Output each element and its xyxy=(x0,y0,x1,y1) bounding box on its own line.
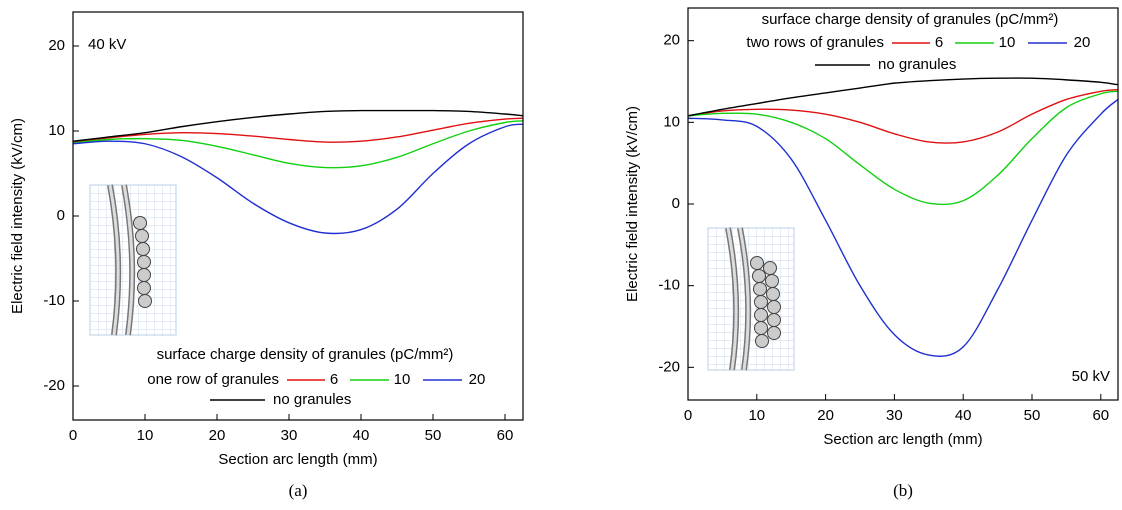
x-tick-label: 60 xyxy=(1092,407,1109,424)
series-line xyxy=(688,90,1118,206)
y-tick-label: 20 xyxy=(663,32,680,49)
x-tick-label: 10 xyxy=(137,427,154,444)
series-line xyxy=(73,117,523,143)
caption: (a) xyxy=(289,481,308,500)
legend-label: 6 xyxy=(330,371,338,388)
legend-title: surface charge density of granules (pC/m… xyxy=(157,346,454,363)
series-line xyxy=(688,98,1118,357)
x-tick-label: 60 xyxy=(497,427,514,444)
y-tick-label: -10 xyxy=(43,292,65,309)
caption: (b) xyxy=(893,481,913,500)
x-tick-label: 50 xyxy=(1024,407,1041,424)
annotation: 50 kV xyxy=(1072,368,1110,385)
y-axis-label: Electric field intensity (kV/cm) xyxy=(624,106,641,302)
series-line xyxy=(688,88,1118,144)
x-tick-label: 20 xyxy=(209,427,226,444)
x-tick-label: 0 xyxy=(684,407,692,424)
legend-group-label: one row of granules xyxy=(147,371,279,388)
plot-area xyxy=(688,77,1118,357)
x-tick-label: 0 xyxy=(69,427,77,444)
annotation: 40 kV xyxy=(88,36,126,53)
y-tick-label: 10 xyxy=(48,122,65,139)
inset-diagram xyxy=(707,227,795,371)
x-tick-label: 20 xyxy=(817,407,834,424)
legend-label: 20 xyxy=(469,371,486,388)
legend-title: surface charge density of granules (pC/m… xyxy=(762,11,1059,28)
legend-label: 10 xyxy=(999,34,1016,51)
legend-label: no granules xyxy=(273,391,351,408)
legend-label: 6 xyxy=(935,34,943,51)
y-tick-label: -10 xyxy=(658,277,680,294)
y-tick-label: -20 xyxy=(43,377,65,394)
legend-label: 20 xyxy=(1074,34,1091,51)
x-tick-label: 30 xyxy=(281,427,298,444)
legend-group-label: two rows of granules xyxy=(746,34,884,51)
y-axis-label: Electric field intensity (kV/cm) xyxy=(9,118,26,314)
series-line xyxy=(73,123,523,235)
legend-label: no granules xyxy=(878,56,956,73)
y-tick-label: 0 xyxy=(57,207,65,224)
x-tick-label: 50 xyxy=(425,427,442,444)
x-tick-label: 40 xyxy=(955,407,972,424)
y-tick-label: -20 xyxy=(658,358,680,375)
x-axis-label: Section arc length (mm) xyxy=(823,431,982,448)
series-line xyxy=(73,120,523,169)
plot-frame xyxy=(72,11,524,421)
plot-area xyxy=(73,109,523,235)
x-tick-label: 10 xyxy=(748,407,765,424)
plot-frame xyxy=(687,7,1119,401)
x-tick-label: 30 xyxy=(886,407,903,424)
x-axis-label: Section arc length (mm) xyxy=(218,451,377,468)
series-line xyxy=(73,109,523,142)
inset-diagram xyxy=(89,184,177,336)
legend-label: 10 xyxy=(394,371,411,388)
y-tick-label: 0 xyxy=(672,195,680,212)
series-line xyxy=(688,77,1118,117)
x-tick-label: 40 xyxy=(353,427,370,444)
y-tick-label: 20 xyxy=(48,37,65,54)
y-tick-label: 10 xyxy=(663,113,680,130)
